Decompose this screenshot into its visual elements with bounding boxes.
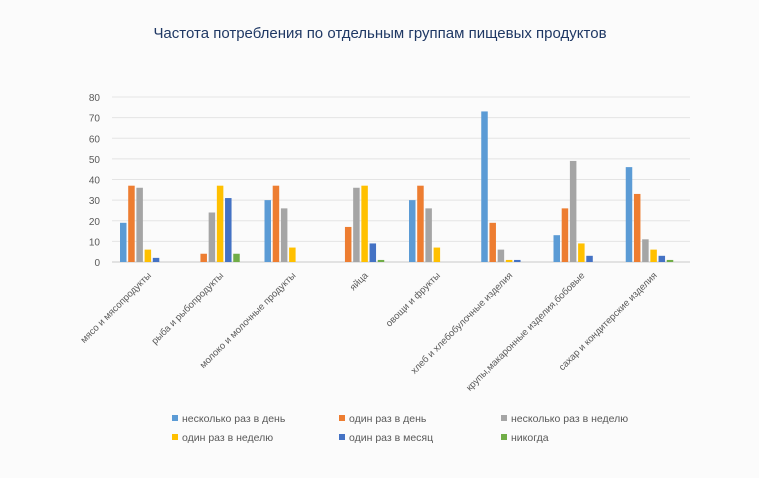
legend-swatch xyxy=(172,415,178,421)
bar xyxy=(344,226,352,262)
x-category-label: рыба и рыбопродукты xyxy=(150,270,227,347)
y-tick-label: 60 xyxy=(89,134,101,145)
y-tick-label: 0 xyxy=(94,258,100,269)
bar xyxy=(578,243,585,262)
bar xyxy=(633,193,641,262)
bar xyxy=(208,212,216,262)
bar xyxy=(369,243,377,262)
y-tick-label: 70 xyxy=(89,114,101,125)
x-category-label: овощи и фрукты xyxy=(384,270,443,329)
bar xyxy=(553,235,560,262)
y-tick-label: 50 xyxy=(89,155,101,166)
y-tick-label: 80 xyxy=(89,93,101,104)
bar xyxy=(642,239,649,262)
y-tick-label: 10 xyxy=(89,237,101,248)
bar xyxy=(361,185,368,262)
legend-label: никогда xyxy=(511,432,549,444)
gridlines xyxy=(112,96,690,263)
bars xyxy=(120,111,674,262)
bar xyxy=(417,185,424,262)
bar xyxy=(650,249,657,262)
y-tick-label: 40 xyxy=(89,176,101,187)
bar xyxy=(481,111,488,262)
bar xyxy=(666,259,674,262)
bar xyxy=(216,185,224,262)
legend-swatch xyxy=(339,434,345,440)
x-category-label: мясо и мясопродукты xyxy=(79,270,154,345)
legend-label: один раз в день xyxy=(349,413,427,425)
bar xyxy=(120,222,127,262)
bar xyxy=(272,185,280,262)
bar xyxy=(264,200,271,262)
bar xyxy=(433,247,441,262)
bar xyxy=(377,259,385,262)
bar xyxy=(136,187,143,262)
x-category-label: крупы,макаронные изделия,бобовые xyxy=(464,270,587,393)
legend-swatch xyxy=(501,415,507,421)
x-category-label: яйца xyxy=(348,270,371,293)
legend-swatch xyxy=(339,415,345,421)
legend-label: несколько раз в день xyxy=(182,413,286,425)
bar xyxy=(225,198,232,262)
y-tick-label: 30 xyxy=(89,196,101,207)
legend-label: один раз в месяц xyxy=(349,432,433,444)
bar xyxy=(289,247,296,262)
legend-label: несколько раз в неделю xyxy=(511,413,628,425)
y-axis-tick-labels: 0 10 20 30 40 50 60 70 80 xyxy=(89,93,101,269)
bar xyxy=(152,257,160,262)
legend: несколько раз в день один раз в день неско… xyxy=(172,413,628,444)
bar xyxy=(569,160,577,262)
bar xyxy=(233,253,240,262)
bar xyxy=(280,208,288,262)
legend-swatch xyxy=(172,434,178,440)
bar xyxy=(586,255,593,262)
chart-title: Частота потребления по отдельным группам… xyxy=(153,25,606,42)
bar xyxy=(425,208,432,262)
bar xyxy=(144,249,152,262)
bar xyxy=(353,187,360,262)
y-tick-label: 20 xyxy=(89,217,101,228)
bar xyxy=(128,185,135,262)
bar xyxy=(561,208,569,262)
bar xyxy=(497,249,505,262)
legend-label: один раз в неделю xyxy=(182,432,273,444)
bar xyxy=(658,255,666,262)
legend-swatch xyxy=(501,434,507,440)
bar xyxy=(409,200,416,262)
bar xyxy=(489,222,496,262)
bar xyxy=(505,259,513,262)
bar xyxy=(514,259,521,262)
bar xyxy=(200,253,207,262)
bar xyxy=(625,167,633,262)
